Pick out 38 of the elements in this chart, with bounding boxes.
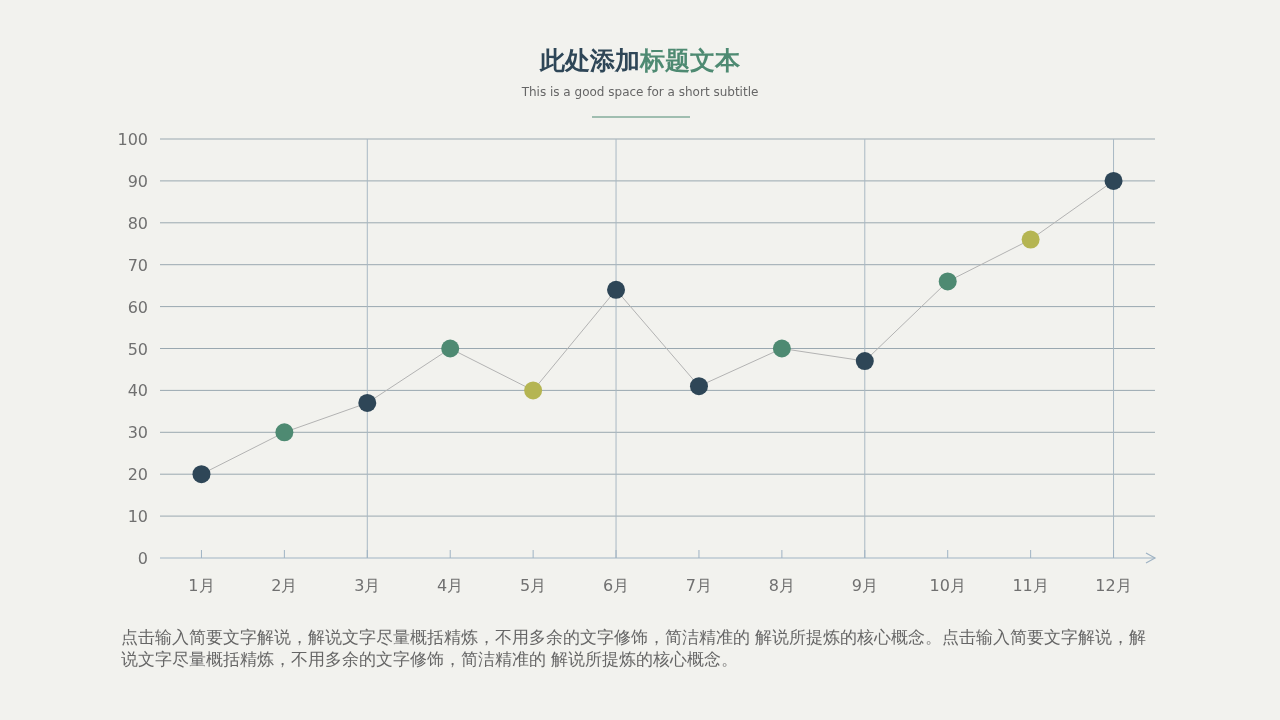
x-tick-label: 3月 [354, 576, 381, 595]
x-tick-label: 10月 [929, 576, 966, 595]
point [855, 352, 874, 371]
x-tick-label: 12月 [1095, 576, 1132, 595]
y-tick-label: 30 [127, 423, 148, 443]
point [358, 393, 377, 412]
y-tick-label: 80 [127, 213, 148, 233]
x-tick-label: 9月 [851, 576, 878, 595]
y-tick-label: 70 [127, 255, 148, 275]
annotation: 点击输入简要文字解说，解说文字尽量概括精炼，不用多余的文字修饰，简洁精准的 解说所提炼的核心概念。点击输入简要文字解说，解说文字尽量概括精炼，不用多余的文字修饰，简洁精准的 解说所提炼的核心概念。 [121, 627, 1148, 671]
y-tick-label: 100 [117, 130, 148, 149]
point [1104, 171, 1123, 190]
point [441, 339, 460, 358]
y-tick-label: 20 [127, 465, 148, 485]
y-tick-label: 60 [127, 297, 148, 317]
x-tick-label: 2月 [271, 576, 298, 595]
y-tick-label: 10 [127, 507, 148, 527]
y-tick-label: 40 [127, 381, 148, 401]
point [192, 465, 211, 484]
x-tick-label: 5月 [520, 576, 547, 595]
y-tick-label: 90 [127, 171, 148, 191]
point [607, 280, 626, 299]
x-tick-label: 1月 [188, 576, 215, 595]
y-tick-label: 50 [127, 339, 148, 359]
point [938, 272, 957, 291]
subtitle: This is a good space for a short subtitle [520, 85, 760, 99]
point [1021, 230, 1040, 249]
x-tick-label: 4月 [437, 576, 464, 595]
point [524, 381, 543, 400]
y-tick-label: 0 [137, 549, 148, 568]
x-tick-label: 7月 [685, 576, 713, 595]
x-tick-label: 6月 [602, 576, 630, 595]
point [772, 339, 791, 358]
title: 此处添加标题文本 [538, 45, 741, 77]
point [275, 423, 294, 442]
x-tick-label: 8月 [768, 576, 795, 595]
x-tick-label: 11月 [1012, 576, 1049, 595]
point [689, 377, 708, 396]
